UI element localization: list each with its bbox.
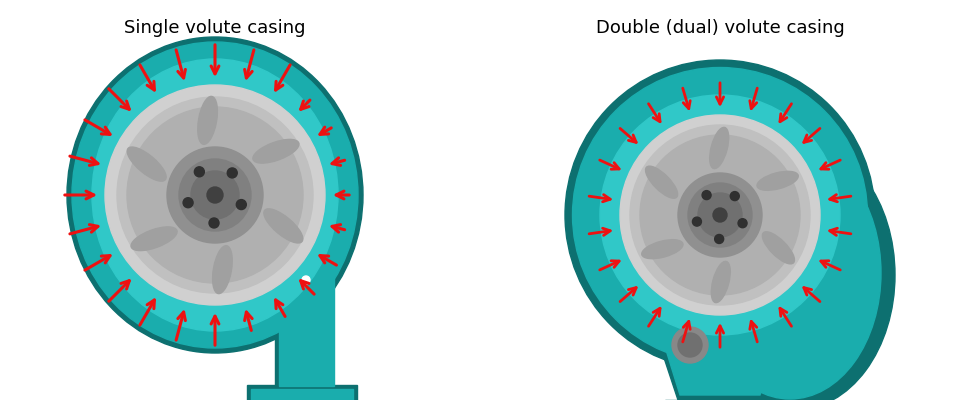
Ellipse shape — [198, 96, 218, 144]
Ellipse shape — [762, 232, 795, 264]
Ellipse shape — [711, 261, 730, 303]
Circle shape — [207, 187, 223, 203]
Ellipse shape — [642, 240, 683, 259]
Ellipse shape — [695, 140, 895, 400]
Circle shape — [640, 135, 800, 295]
Ellipse shape — [757, 171, 799, 190]
Circle shape — [698, 193, 742, 237]
Circle shape — [713, 208, 727, 222]
Ellipse shape — [264, 209, 303, 243]
Circle shape — [730, 192, 739, 200]
Circle shape — [167, 147, 263, 243]
Ellipse shape — [646, 166, 677, 198]
Polygon shape — [279, 221, 334, 386]
Circle shape — [630, 125, 810, 305]
Ellipse shape — [72, 42, 358, 348]
Circle shape — [714, 234, 723, 244]
Circle shape — [302, 276, 310, 284]
Circle shape — [702, 191, 711, 200]
Circle shape — [179, 159, 251, 231]
Circle shape — [194, 167, 205, 177]
Circle shape — [127, 107, 303, 283]
Circle shape — [738, 219, 747, 228]
Circle shape — [236, 200, 246, 210]
Circle shape — [620, 115, 820, 315]
Circle shape — [117, 97, 313, 293]
Circle shape — [678, 173, 762, 257]
Ellipse shape — [600, 95, 840, 335]
Ellipse shape — [92, 59, 338, 331]
Ellipse shape — [131, 227, 177, 250]
Circle shape — [191, 171, 239, 219]
Ellipse shape — [565, 60, 875, 370]
Ellipse shape — [213, 246, 232, 294]
Circle shape — [227, 168, 237, 178]
Ellipse shape — [127, 147, 167, 181]
Text: Single volute casing: Single volute casing — [124, 19, 306, 37]
Text: Double (dual) volute casing: Double (dual) volute casing — [596, 19, 845, 37]
Ellipse shape — [572, 68, 867, 362]
Ellipse shape — [699, 147, 881, 399]
Circle shape — [105, 85, 325, 305]
Bar — [251, 389, 353, 400]
Circle shape — [693, 217, 702, 226]
Ellipse shape — [710, 127, 729, 169]
Ellipse shape — [67, 37, 363, 353]
Polygon shape — [630, 255, 810, 400]
Ellipse shape — [253, 140, 299, 163]
Bar — [247, 385, 357, 400]
Circle shape — [678, 333, 702, 357]
Circle shape — [672, 327, 708, 363]
Circle shape — [183, 198, 193, 208]
Circle shape — [209, 218, 219, 228]
Polygon shape — [275, 225, 330, 390]
Polygon shape — [635, 250, 805, 395]
Circle shape — [688, 183, 752, 247]
